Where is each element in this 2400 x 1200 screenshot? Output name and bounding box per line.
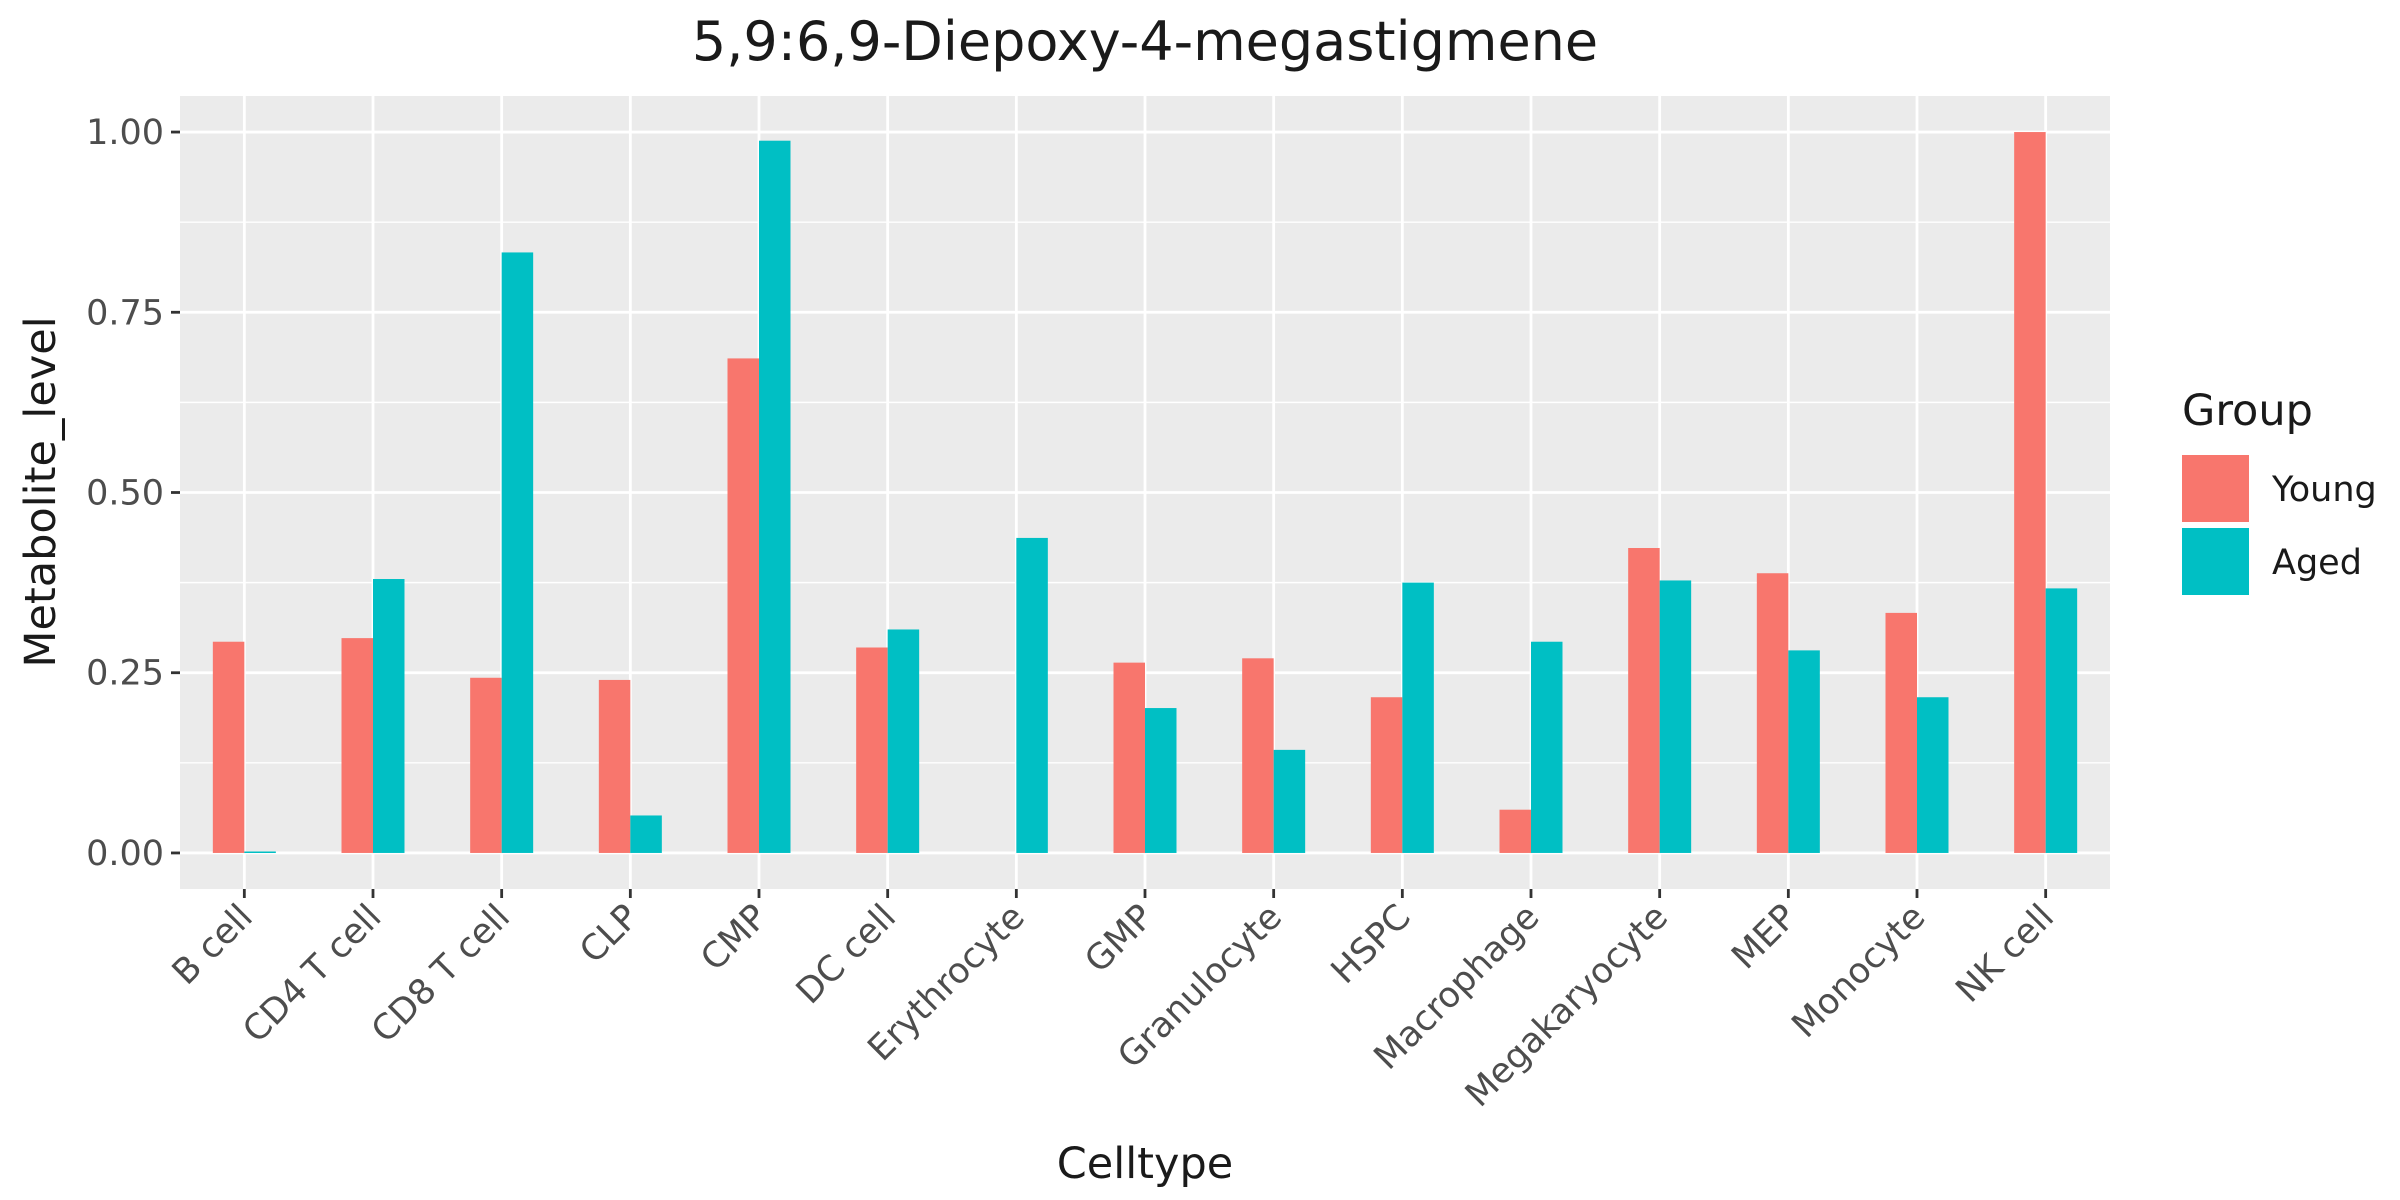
bar-aged-8 [1273, 749, 1306, 853]
y-tick-label: 1.00 [86, 113, 164, 153]
bar-young-4 [727, 358, 759, 853]
x-tick-label: CMP [694, 897, 776, 979]
bar-aged-4 [759, 140, 791, 853]
legend-label-aged: Aged [2272, 543, 2362, 583]
bar-aged-13 [1917, 697, 1949, 853]
bar-aged-1 [373, 579, 405, 853]
bar-young-12 [1756, 573, 1789, 853]
bar-aged-10 [1531, 641, 1563, 853]
bar-aged-5 [887, 629, 920, 853]
bar-aged-3 [630, 815, 662, 853]
bar-aged-0 [244, 851, 276, 854]
x-tick-label: DC cell [789, 897, 904, 1012]
bar-young-0 [212, 641, 245, 853]
bar-aged-6 [1016, 537, 1048, 853]
x-axis-title: Celltype [1057, 1139, 1233, 1189]
bar-young-3 [598, 679, 631, 853]
y-tick-label: 0.00 [86, 834, 164, 874]
bar-young-10 [1499, 809, 1531, 853]
bar-young-5 [856, 647, 888, 853]
bar-young-8 [1242, 658, 1274, 853]
bar-young-11 [1628, 548, 1660, 853]
x-tick-label: GMP [1078, 897, 1162, 981]
bar-aged-9 [1402, 582, 1434, 853]
bar-aged-12 [1788, 650, 1820, 853]
y-tick-label: 0.25 [86, 654, 164, 694]
bar-young-14 [2014, 132, 2046, 853]
x-tick-label: HSPC [1324, 897, 1419, 992]
x-tick-label: B cell [165, 897, 261, 993]
x-tick-label: NK cell [1949, 897, 2062, 1010]
legend-label-young: Young [2271, 470, 2377, 510]
y-tick-label: 0.75 [86, 293, 164, 333]
bar-young-7 [1113, 662, 1145, 853]
bar-aged-11 [1659, 580, 1692, 853]
bar-aged-7 [1145, 708, 1177, 853]
y-tick-label: 0.50 [86, 474, 164, 514]
chart-title: 5,9:6,9-Diepoxy-4-megastigmene [692, 10, 1598, 73]
x-tick-label: CD4 T cell [236, 897, 390, 1051]
legend: Group Young Aged [2182, 386, 2377, 595]
y-axis-title: Metabolite_level [16, 316, 66, 667]
bar-young-13 [1885, 612, 1917, 853]
bars [212, 132, 2078, 854]
y-axis: 0.00 0.25 0.50 0.75 1.00 [86, 113, 180, 874]
legend-key-aged [2182, 528, 2249, 595]
legend-title: Group [2182, 386, 2313, 436]
x-tick-label: MEP [1724, 897, 1804, 977]
bar-aged-2 [501, 252, 534, 853]
bar-young-2 [470, 677, 502, 853]
x-tick-label: CLP [572, 897, 646, 971]
legend-key-young [2182, 455, 2249, 522]
x-tick-label: CD8 T cell [364, 897, 518, 1051]
bar-young-1 [341, 638, 373, 853]
bar-young-9 [1370, 697, 1403, 853]
x-tick-label: Monocyte [1785, 897, 1934, 1046]
bar-aged-14 [2045, 588, 2078, 853]
